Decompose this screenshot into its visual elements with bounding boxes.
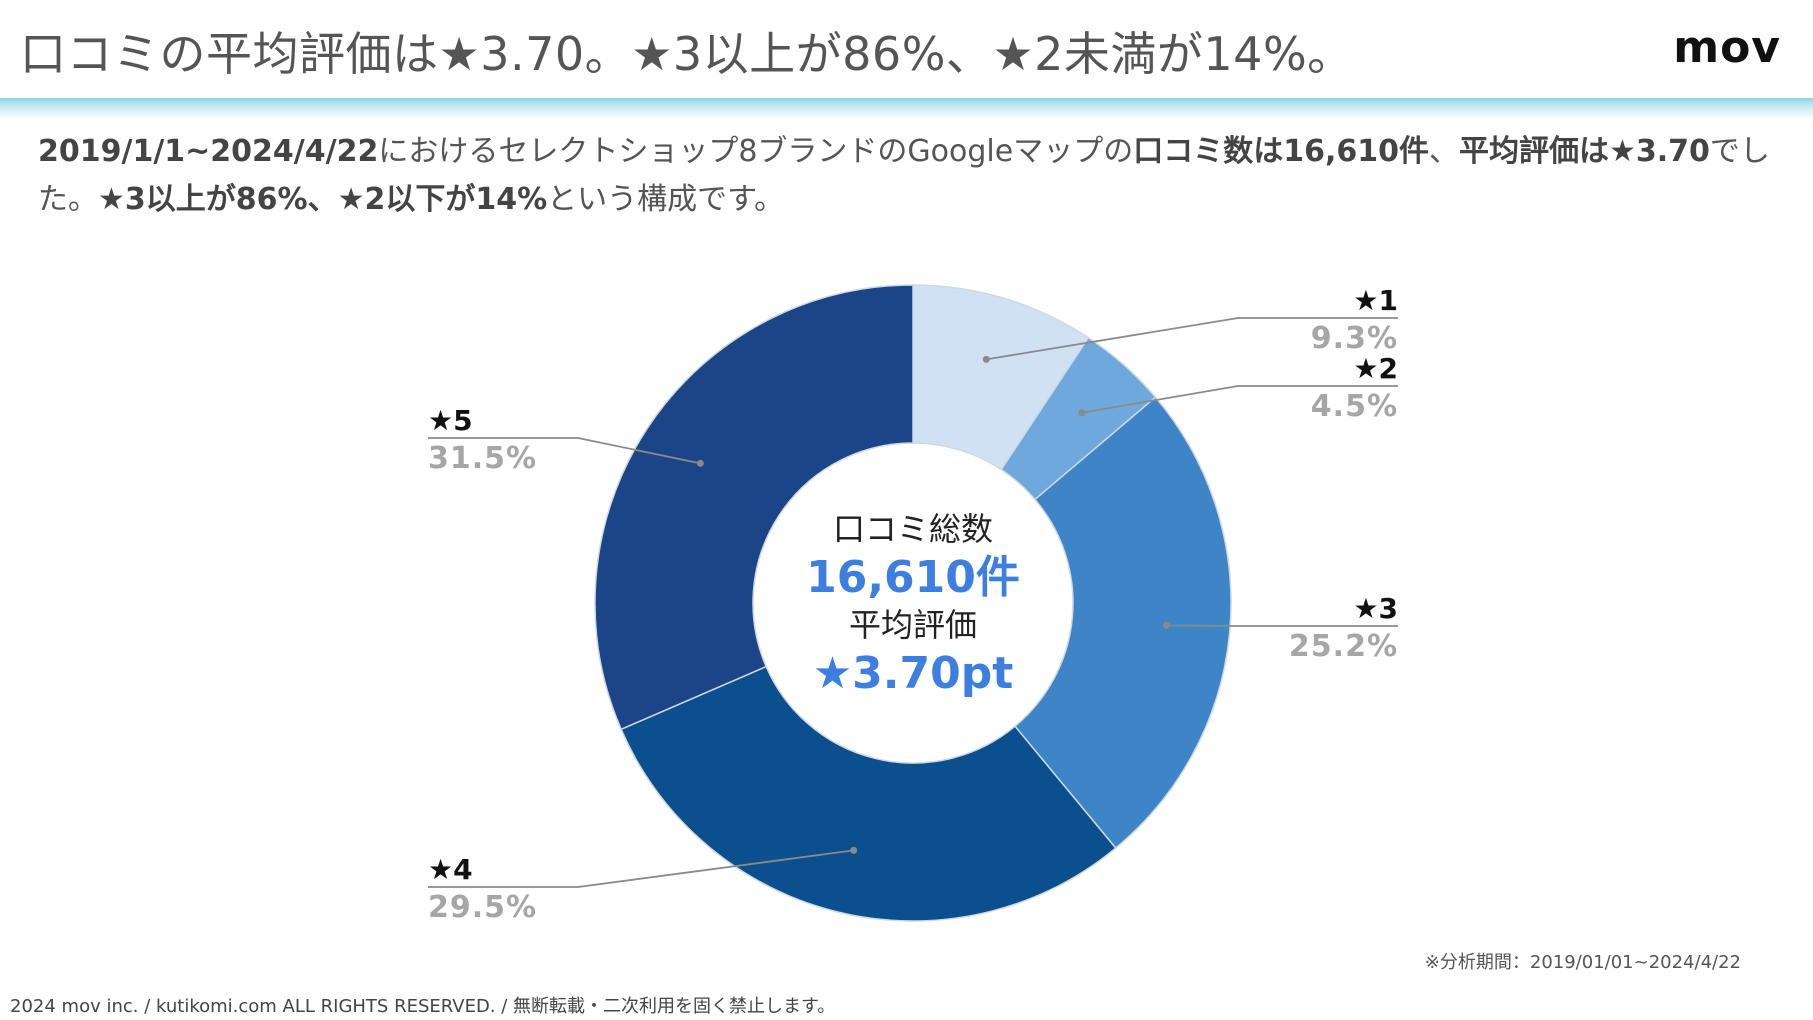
slice-4 (620, 665, 1117, 922)
description-average: 平均評価は★3.70 (1459, 134, 1710, 169)
description-text-2: 、 (1429, 134, 1459, 169)
leader-dot-5 (696, 459, 704, 467)
center-total-value: 16,610件 (806, 552, 1020, 603)
leader-line-4 (428, 849, 854, 888)
description-text-3: でした。 (38, 134, 1770, 217)
category-label-5: ★5 (428, 404, 473, 437)
leader-line-2 (1081, 385, 1398, 414)
value-label-2: 4.5% (1311, 389, 1398, 424)
leader-dot-4 (850, 846, 858, 854)
description-distribution: ★3以上が86%、★2以下が14% (98, 182, 548, 217)
center-average-label: 平均評価 (849, 606, 977, 644)
description-text-4: という構成です。 (547, 182, 785, 217)
page-title: 口コミの平均評価は★3.70。★3以上が86%、★2未満が14%。 (20, 27, 1354, 81)
description-review-count: 口コミ数は16,610件 (1133, 134, 1429, 169)
category-label-1: ★1 (1353, 284, 1398, 317)
leader-line-5 (428, 437, 701, 465)
mov-logo: mov (1673, 22, 1781, 73)
leader-dot-2 (1078, 409, 1086, 417)
leader-dot-3 (1162, 621, 1170, 629)
leader-dot-1 (982, 355, 990, 363)
category-label-3: ★3 (1353, 592, 1398, 625)
slice-5 (594, 284, 914, 731)
category-label-2: ★2 (1353, 352, 1398, 385)
copyright: 2024 mov inc. / kutikomi.com ALL RIGHTS … (10, 996, 836, 1017)
analysis-period: ※分析期間：2019/01/01~2024/4/22 (1424, 952, 1741, 973)
center-average-value: ★3.70pt (813, 648, 1014, 699)
description-period: 2019/1/1~2024/4/22 (38, 134, 379, 169)
leader-line-3 (1166, 624, 1398, 627)
value-label-1: 9.3% (1311, 321, 1398, 356)
header-divider (0, 98, 1813, 120)
category-label-4: ★4 (428, 853, 473, 886)
value-label-3: 25.2% (1289, 629, 1398, 664)
center-total-label: 口コミ総数 (833, 510, 993, 548)
leader-line-1 (986, 317, 1398, 361)
value-label-4: 29.5% (428, 890, 537, 925)
header: 口コミの平均評価は★3.70。★3以上が86%、★2未満が14%。 mov (0, 0, 1813, 100)
description: 2019/1/1~2024/4/22におけるセレクトショップ8ブランドのGoog… (38, 128, 1778, 224)
value-label-5: 31.5% (428, 441, 537, 476)
description-text-1: におけるセレクトショップ8ブランドのGoogleマップの (378, 134, 1134, 169)
slice-3 (1013, 396, 1232, 850)
